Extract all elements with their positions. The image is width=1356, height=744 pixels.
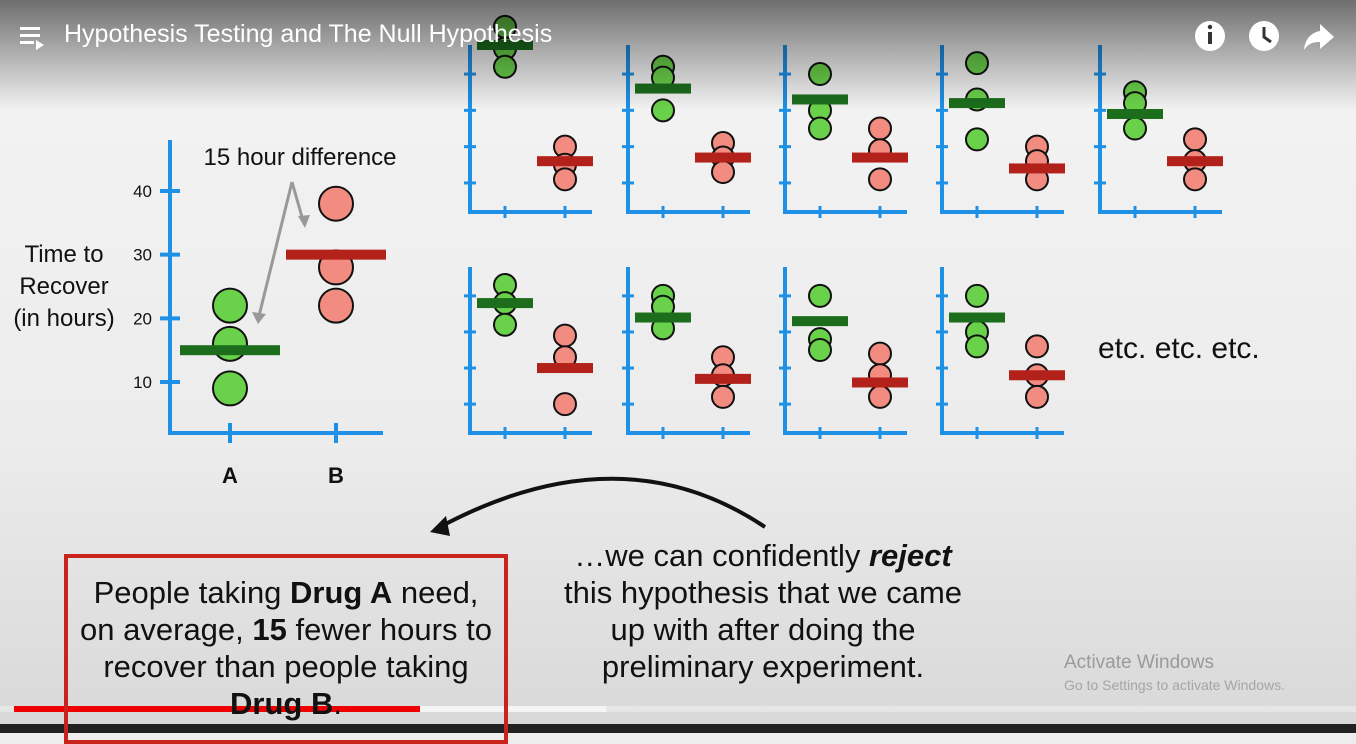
y-axis-label: Time to bbox=[24, 241, 103, 268]
etc-label: etc. etc. etc. bbox=[1098, 332, 1260, 365]
point bbox=[318, 287, 354, 324]
y-tick-label: 20 bbox=[133, 309, 152, 328]
bold-text: Drug B bbox=[230, 686, 334, 721]
watermark-title: Activate Windows bbox=[1064, 652, 1214, 673]
mean-bar bbox=[537, 363, 593, 374]
mean-bar bbox=[1009, 370, 1065, 381]
point bbox=[808, 338, 832, 362]
point bbox=[212, 287, 248, 324]
point bbox=[965, 283, 989, 308]
y-tick-label: 30 bbox=[133, 246, 152, 265]
y-axis-label: Recover bbox=[19, 273, 108, 300]
share-button[interactable] bbox=[1304, 24, 1334, 50]
bold-text: Drug A bbox=[290, 575, 393, 610]
text: …we can confidently bbox=[574, 538, 861, 573]
point bbox=[1025, 334, 1049, 359]
bold-text: 15 bbox=[252, 612, 287, 647]
annotation-arrow bbox=[256, 181, 294, 321]
progress-played bbox=[14, 706, 420, 712]
arrow-head bbox=[430, 516, 450, 536]
point bbox=[808, 283, 832, 308]
mean-bar bbox=[635, 312, 691, 323]
text: People taking bbox=[93, 575, 291, 610]
y-tick-label: 10 bbox=[133, 373, 152, 392]
mean-bar bbox=[286, 249, 386, 260]
point bbox=[212, 370, 248, 407]
mean-bar bbox=[695, 373, 751, 384]
point bbox=[553, 392, 577, 417]
text: fewer hours to recover than people takin… bbox=[103, 612, 492, 684]
video-title[interactable]: Hypothesis Testing and The Null Hypothes… bbox=[64, 20, 553, 48]
info-button[interactable] bbox=[1195, 21, 1225, 51]
y-tick-label: 40 bbox=[133, 182, 152, 201]
mean-bar bbox=[537, 156, 593, 167]
mean-bar bbox=[1107, 108, 1163, 119]
controls-bar bbox=[0, 724, 1356, 733]
point bbox=[965, 334, 989, 359]
point bbox=[318, 185, 354, 222]
mean-bar bbox=[852, 152, 908, 163]
x-tick-label: A bbox=[222, 463, 238, 488]
annotation: 15 hour difference bbox=[203, 144, 396, 171]
point bbox=[965, 127, 989, 152]
y-axis-label: (in hours) bbox=[13, 305, 114, 332]
point bbox=[553, 167, 577, 192]
mean-bar bbox=[1167, 156, 1223, 167]
mean-bar bbox=[792, 316, 848, 327]
curved-arrow bbox=[437, 476, 767, 530]
arrow-head bbox=[298, 215, 310, 228]
point bbox=[1025, 384, 1049, 409]
playlist-icon[interactable] bbox=[20, 27, 44, 50]
conclusion-box: People taking Drug A need, on average, 1… bbox=[64, 554, 508, 744]
point bbox=[1183, 167, 1207, 192]
mean-bar bbox=[949, 312, 1005, 323]
emphasis: reject bbox=[868, 538, 952, 573]
mean-bar bbox=[1009, 163, 1065, 174]
text: . bbox=[333, 686, 342, 721]
point bbox=[493, 312, 517, 337]
point bbox=[808, 116, 832, 141]
arrow-head bbox=[252, 312, 266, 324]
buffered-bar bbox=[420, 706, 606, 712]
mean-bar bbox=[852, 377, 908, 388]
text: need, on average, bbox=[80, 575, 479, 647]
mean-bar bbox=[695, 152, 751, 163]
x-tick-label: B bbox=[328, 463, 344, 488]
text: this hypothesis that we came up with aft… bbox=[563, 575, 963, 684]
mean-bar bbox=[477, 298, 533, 309]
mean-bar bbox=[180, 345, 280, 356]
top-shade bbox=[0, 0, 1356, 110]
point bbox=[711, 384, 735, 409]
point bbox=[868, 167, 892, 192]
conclusion-text: …we can confidently reject this hypothes… bbox=[548, 537, 978, 685]
watch-later-button[interactable] bbox=[1249, 21, 1279, 51]
progress-track[interactable] bbox=[0, 706, 1356, 712]
watermark-subtitle: Go to Settings to activate Windows. bbox=[1064, 677, 1285, 693]
